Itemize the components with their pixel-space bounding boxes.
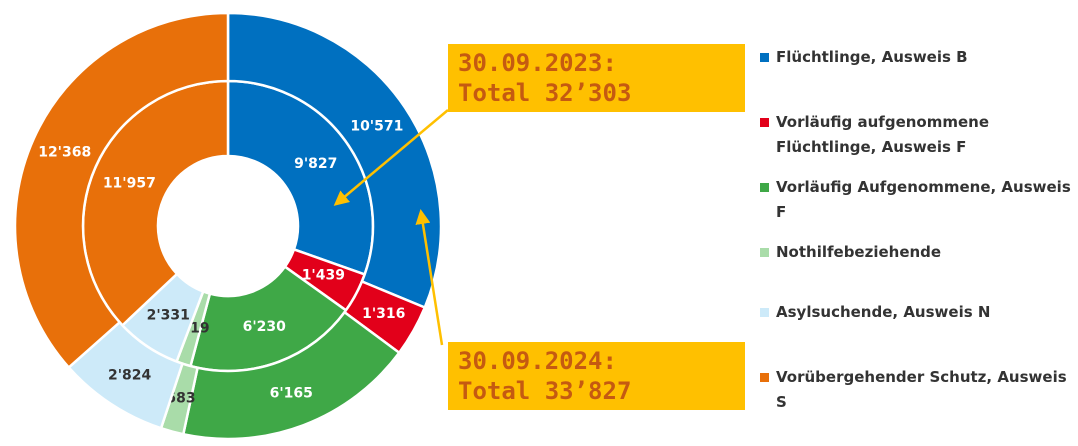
legend-swatch bbox=[760, 183, 769, 192]
annotation: Total 32’303 bbox=[458, 79, 631, 107]
donut-segment bbox=[13, 11, 230, 370]
annotation-box bbox=[448, 44, 745, 112]
data-label: 10'571 bbox=[350, 119, 403, 135]
data-label: 11'957 bbox=[103, 175, 156, 191]
data-label: 2'824 bbox=[108, 368, 152, 384]
legend-label: Nothilfebeziehende bbox=[776, 243, 942, 261]
legend-swatch bbox=[760, 308, 769, 317]
annotation: 30.09.2024: bbox=[458, 347, 617, 375]
legend-swatch bbox=[760, 248, 769, 257]
legend-swatch bbox=[760, 118, 769, 127]
data-label: 6'165 bbox=[270, 385, 313, 401]
rings: 9'8271'4396'2305192'33111'95710'5711'316… bbox=[13, 11, 443, 441]
data-label: 1'316 bbox=[362, 306, 405, 322]
legend-entry: Flüchtlinge, Ausweis B bbox=[760, 45, 1076, 70]
donut-segment bbox=[226, 11, 443, 310]
legend-label: Flüchtlinge, Ausweis B bbox=[776, 48, 968, 66]
legend-entry: Vorläufig aufgenommene Flüchtlinge, Ausw… bbox=[760, 110, 1076, 160]
legend-swatch bbox=[760, 373, 769, 382]
annotation: Total 33’827 bbox=[458, 377, 631, 405]
legend-entry: Vorläufig Aufgenommene, Ausweis F bbox=[760, 175, 1076, 225]
legend-label: Vorläufig aufgenommene Flüchtlinge, Ausw… bbox=[776, 113, 990, 156]
legend-label: Vorübergehender Schutz, Ausweis S bbox=[776, 368, 1067, 411]
legend-entry: Nothilfebeziehende bbox=[760, 240, 1076, 265]
legend-entry: Asylsuchende, Ausweis N bbox=[760, 300, 1076, 325]
data-label: 12'368 bbox=[38, 145, 91, 161]
legend-entry: Vorübergehender Schutz, Ausweis S bbox=[760, 365, 1076, 415]
arrow bbox=[333, 109, 449, 206]
legend-label: Vorläufig Aufgenommene, Ausweis F bbox=[776, 178, 1071, 221]
data-label: 1'439 bbox=[302, 268, 345, 284]
annotation: 30.09.2023: bbox=[458, 49, 617, 77]
legend-label: Asylsuchende, Ausweis N bbox=[776, 303, 991, 321]
annotation-box bbox=[448, 342, 745, 410]
data-label: 6'230 bbox=[243, 319, 287, 335]
arrow bbox=[415, 209, 444, 346]
data-label: 2'331 bbox=[147, 307, 190, 323]
data-label: 583 bbox=[166, 391, 195, 407]
data-label: 9'827 bbox=[294, 156, 337, 172]
legend-swatch bbox=[760, 53, 769, 62]
